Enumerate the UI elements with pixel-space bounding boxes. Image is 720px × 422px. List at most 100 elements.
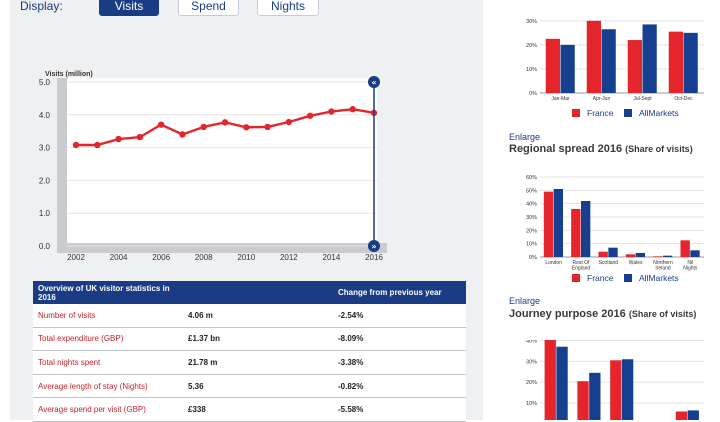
- double-chevron-right-icon: »: [371, 242, 376, 251]
- data-point: [306, 112, 314, 119]
- table-row: Total nights spent 21.78 m -3.38%: [33, 350, 466, 375]
- regional-bar-chart: 0% 10% 20% 30% 40% 50% 60% London Rest OfEngland…: [526, 175, 704, 283]
- regional-chart-title: Regional spread 2016 (Share of visits): [509, 143, 693, 155]
- legend-swatch: [572, 109, 580, 117]
- legend-swatch: [624, 274, 632, 282]
- enlarge-link-regional[interactable]: Enlarge: [509, 132, 541, 142]
- stats-table: Overview of UK visitor statistics in 201…: [33, 281, 466, 422]
- bar: [687, 410, 699, 420]
- x-tick-label: 2014: [323, 253, 341, 262]
- bar: [675, 411, 688, 420]
- y-tick-label: 0%: [529, 91, 537, 97]
- y-tick-label: 20%: [526, 43, 537, 49]
- regional-subtitle-text: (Share of visits): [625, 144, 693, 154]
- y-tick-label: 5.0: [39, 78, 51, 87]
- x-tick-label: 2004: [110, 253, 128, 262]
- table-row: Number of visits 4.06 m -2.54%: [33, 304, 466, 328]
- chart-frame-left: [57, 78, 67, 253]
- bar: [690, 250, 700, 257]
- bar: [598, 251, 608, 257]
- bar: [544, 340, 556, 420]
- slider-handle-top-icon[interactable]: «: [368, 76, 380, 88]
- journey-bar-chart: 10% 20% 30% 40%: [526, 340, 704, 420]
- bar: [545, 38, 560, 93]
- row-label: Total expenditure (GBP): [33, 327, 183, 352]
- bar: [642, 24, 657, 93]
- row-label: Total nights spent: [33, 350, 183, 375]
- y-tick-label: 4.0: [39, 111, 51, 120]
- slider-handle-bottom-icon[interactable]: »: [368, 240, 380, 252]
- tab-spend[interactable]: Spend: [178, 0, 239, 16]
- data-point: [136, 133, 144, 141]
- y-tick-label: 30%: [526, 215, 537, 221]
- regional-title-text: Regional spread 2016: [509, 143, 623, 155]
- legend-swatch: [572, 274, 580, 282]
- bar: [610, 360, 622, 420]
- journey-title-text: Journey purpose 2016: [509, 308, 626, 320]
- stats-header-change: Change from previous year: [333, 281, 466, 304]
- row-change: -0.82%: [333, 374, 466, 399]
- legend-label: France: [587, 273, 614, 283]
- y-tick-label: 20%: [526, 228, 537, 234]
- journey-chart-title: Journey purpose 2016 (Share of visits): [509, 308, 696, 320]
- x-tick-label: Jan-Mar: [551, 96, 570, 102]
- data-point: [94, 141, 101, 149]
- row-value: 4.06 m: [183, 304, 333, 328]
- x-tick-label: Ireland: [655, 266, 671, 272]
- y-tick-label: 60%: [526, 175, 537, 181]
- bar: [622, 359, 634, 420]
- y-tick-label: 2.0: [39, 176, 51, 185]
- x-tick-label: Oct-Dec: [674, 96, 693, 102]
- x-tick-label: Northern: [653, 260, 673, 266]
- tab-visits[interactable]: Visits: [99, 0, 159, 16]
- x-tick-label: Nil: [687, 260, 693, 266]
- row-value: £1.37 bn: [183, 327, 333, 352]
- x-tick-label: Jul-Sept: [633, 96, 652, 102]
- data-point: [285, 118, 293, 126]
- y-tick-label: 0%: [529, 255, 537, 261]
- enlarge-link-journey[interactable]: Enlarge: [509, 296, 541, 306]
- tab-nights[interactable]: Nights: [257, 0, 319, 16]
- y-axis-label: Visits (million): [45, 71, 93, 78]
- y-tick-label: 10%: [526, 67, 537, 73]
- bar: [556, 346, 568, 420]
- y-tick-label: 10%: [526, 401, 537, 407]
- bar: [553, 189, 564, 257]
- bar: [601, 29, 616, 93]
- bar: [653, 256, 663, 257]
- table-row: Total expenditure (GBP) £1.37 bn -8.09%: [33, 327, 466, 352]
- bar: [635, 253, 646, 257]
- bar: [683, 32, 698, 93]
- y-tick-label: 30%: [526, 359, 537, 365]
- slider-handle-bottom-circle: [368, 240, 380, 252]
- data-point: [179, 131, 186, 138]
- legend-swatch: [624, 109, 632, 117]
- row-label: Average spend per visit (GBP): [33, 397, 183, 422]
- bar: [680, 240, 690, 257]
- data-point: [157, 121, 165, 128]
- row-change: -3.38%: [333, 350, 466, 375]
- data-point: [328, 108, 335, 115]
- x-tick-label: 2010: [237, 253, 255, 262]
- chart-frame-bottom: [57, 243, 387, 253]
- x-tick-label: England: [572, 266, 591, 272]
- x-tick-label: London: [545, 260, 562, 266]
- row-value: £338: [183, 397, 333, 422]
- x-tick-label: Nights: [683, 266, 698, 272]
- row-change: -5.58%: [333, 397, 466, 422]
- x-tick-label: Apr-Jun: [593, 96, 611, 102]
- bar: [589, 372, 601, 420]
- row-change: -2.54%: [333, 304, 466, 328]
- journey-subtitle-text: (Share of visits): [628, 309, 697, 319]
- bar: [663, 255, 673, 257]
- double-chevron-left-icon: «: [371, 78, 376, 87]
- y-tick-label: 30%: [526, 19, 537, 25]
- y-tick-label: 40%: [526, 340, 537, 344]
- bar: [586, 20, 601, 93]
- legend-label: AllMarkets: [639, 108, 679, 118]
- stats-header-title: Overview of UK visitor statistics in 201…: [33, 281, 183, 304]
- row-value: 5.36: [183, 374, 333, 399]
- x-tick-label: 2006: [152, 253, 170, 262]
- slider-handle-top-circle: [368, 76, 380, 88]
- bar: [581, 201, 591, 257]
